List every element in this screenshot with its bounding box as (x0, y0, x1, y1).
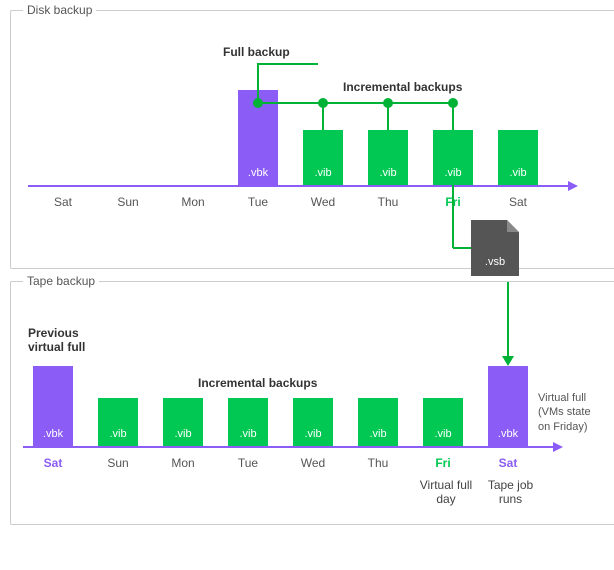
tape-backup-panel: Tape backup .vbk.vib.vib.vib.vib.vib.vib… (10, 281, 614, 525)
tape-panel-title: Tape backup (23, 274, 99, 288)
tape-axis-arrow (553, 442, 563, 452)
tape-day-label: Sat (23, 456, 83, 470)
conn (258, 63, 318, 65)
disk-incremental-label: Incremental backups (343, 80, 462, 94)
tape-bar: .vib (163, 398, 203, 446)
tape-stage: .vbk .vib .vib .vib .vib .vib .vib .vbk Sat Sun Mo… (23, 306, 593, 516)
tape-bar: .vib (228, 398, 268, 446)
disk-day-label: Sat (33, 195, 93, 209)
incoming-arrow-line (507, 282, 509, 358)
disk-day-label: Thu (358, 195, 418, 209)
disk-day-label: Sun (98, 195, 158, 209)
disk-day-label: Mon (163, 195, 223, 209)
conn (258, 102, 453, 104)
conn (257, 63, 259, 103)
tape-day-label: Fri (413, 456, 473, 470)
tape-bar: .vbk (488, 366, 528, 446)
previous-virtual-full-label: Previousvirtual full (28, 326, 85, 354)
virtual-full-day-label: Virtual fullday (411, 478, 481, 506)
tape-job-runs-label: Tape jobruns (478, 478, 543, 506)
disk-bar: .vib (303, 130, 343, 185)
tape-bar: .vib (293, 398, 333, 446)
disk-bar: .vib (368, 130, 408, 185)
tape-bar: .vib (358, 398, 398, 446)
conn (452, 185, 454, 248)
connector-dot (448, 98, 458, 108)
disk-axis-arrow (568, 181, 578, 191)
connector-dot (383, 98, 393, 108)
virtual-full-note: Virtual full(VMs stateon Friday) (538, 391, 591, 434)
tape-day-label: Wed (283, 456, 343, 470)
disk-backup-panel: Disk backup .vbk.vib.vib.vib.vibSatSunMo… (10, 10, 614, 269)
disk-bar: .vib (498, 130, 538, 185)
tape-day-label: Tue (218, 456, 278, 470)
conn (453, 247, 471, 249)
full-backup-label: Full backup (223, 45, 290, 59)
tape-day-label: Mon (153, 456, 213, 470)
tape-day-label: Sun (88, 456, 148, 470)
disk-day-label: Wed (293, 195, 353, 209)
incoming-arrow-head (502, 356, 514, 366)
tape-axis (23, 446, 553, 448)
connector-dot (253, 98, 263, 108)
file-corner (507, 220, 519, 232)
disk-day-label: Tue (228, 195, 288, 209)
tape-incremental-label: Incremental backups (198, 376, 317, 390)
disk-panel-title: Disk backup (23, 3, 96, 17)
tape-day-label: Sat (478, 456, 538, 470)
disk-stage: .vbk.vib.vib.vib.vibSatSunMonTueWedThuFr… (23, 35, 593, 260)
disk-day-label: Sat (488, 195, 548, 209)
tape-day-label: Thu (348, 456, 408, 470)
disk-bar: .vib (433, 130, 473, 185)
disk-axis (28, 185, 568, 187)
tape-bar: .vib (423, 398, 463, 446)
connector-dot (318, 98, 328, 108)
tape-bar: .vib (98, 398, 138, 446)
tape-bar: .vbk (33, 366, 73, 446)
